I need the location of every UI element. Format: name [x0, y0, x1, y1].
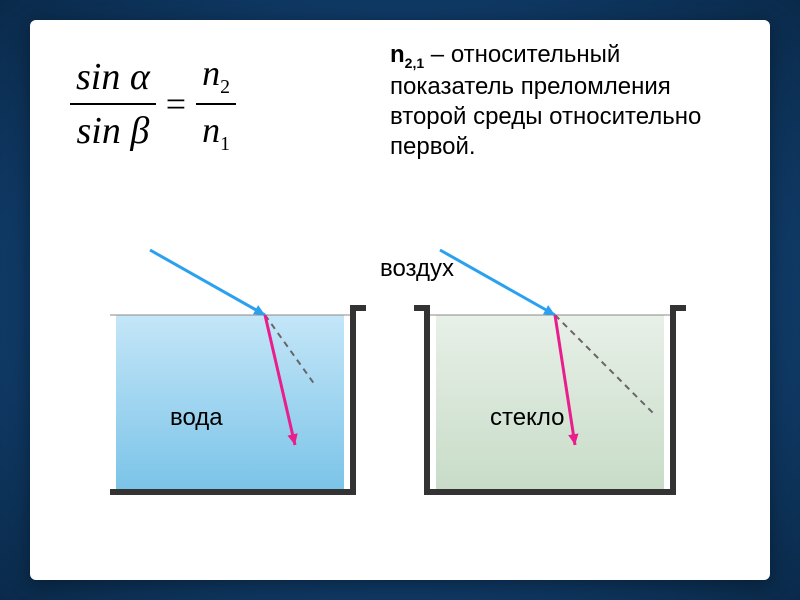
formula-rhs-fraction: n2 n1 — [196, 50, 236, 158]
air-label: воздух — [380, 255, 454, 283]
formula-equals: = — [166, 83, 186, 125]
formula-rhs-num: n2 — [196, 50, 236, 101]
diagram-area: воздух вода стекло — [110, 245, 690, 545]
description-text: n2,1 – относительный показатель преломле… — [390, 40, 750, 162]
formula-lhs-num: sin α — [70, 53, 156, 101]
refraction-diagram: вода стекло — [110, 245, 690, 545]
formula-lhs-den: sin β — [70, 107, 156, 155]
container-water: вода — [110, 250, 366, 495]
description-lead-base: n — [390, 41, 405, 68]
formula-rhs-bar — [196, 103, 236, 105]
medium-label-glass: стекло — [490, 404, 564, 431]
description-body: – относительный показатель преломления в… — [390, 41, 701, 160]
medium-label-water: вода — [170, 404, 223, 431]
formula-lhs-fraction: sin α sin β — [70, 53, 156, 155]
description-lead-sub: 2,1 — [405, 55, 424, 71]
container-glass: стекло — [414, 250, 686, 495]
formula-lhs-bar — [70, 103, 156, 105]
slide-card: sin α sin β = n2 n1 n2,1 – относительный — [30, 20, 770, 580]
formula-rhs-den: n1 — [196, 107, 236, 158]
formula: sin α sin β = n2 n1 — [70, 50, 370, 170]
outer-frame: sin α sin β = n2 n1 n2,1 – относительный — [0, 0, 800, 600]
